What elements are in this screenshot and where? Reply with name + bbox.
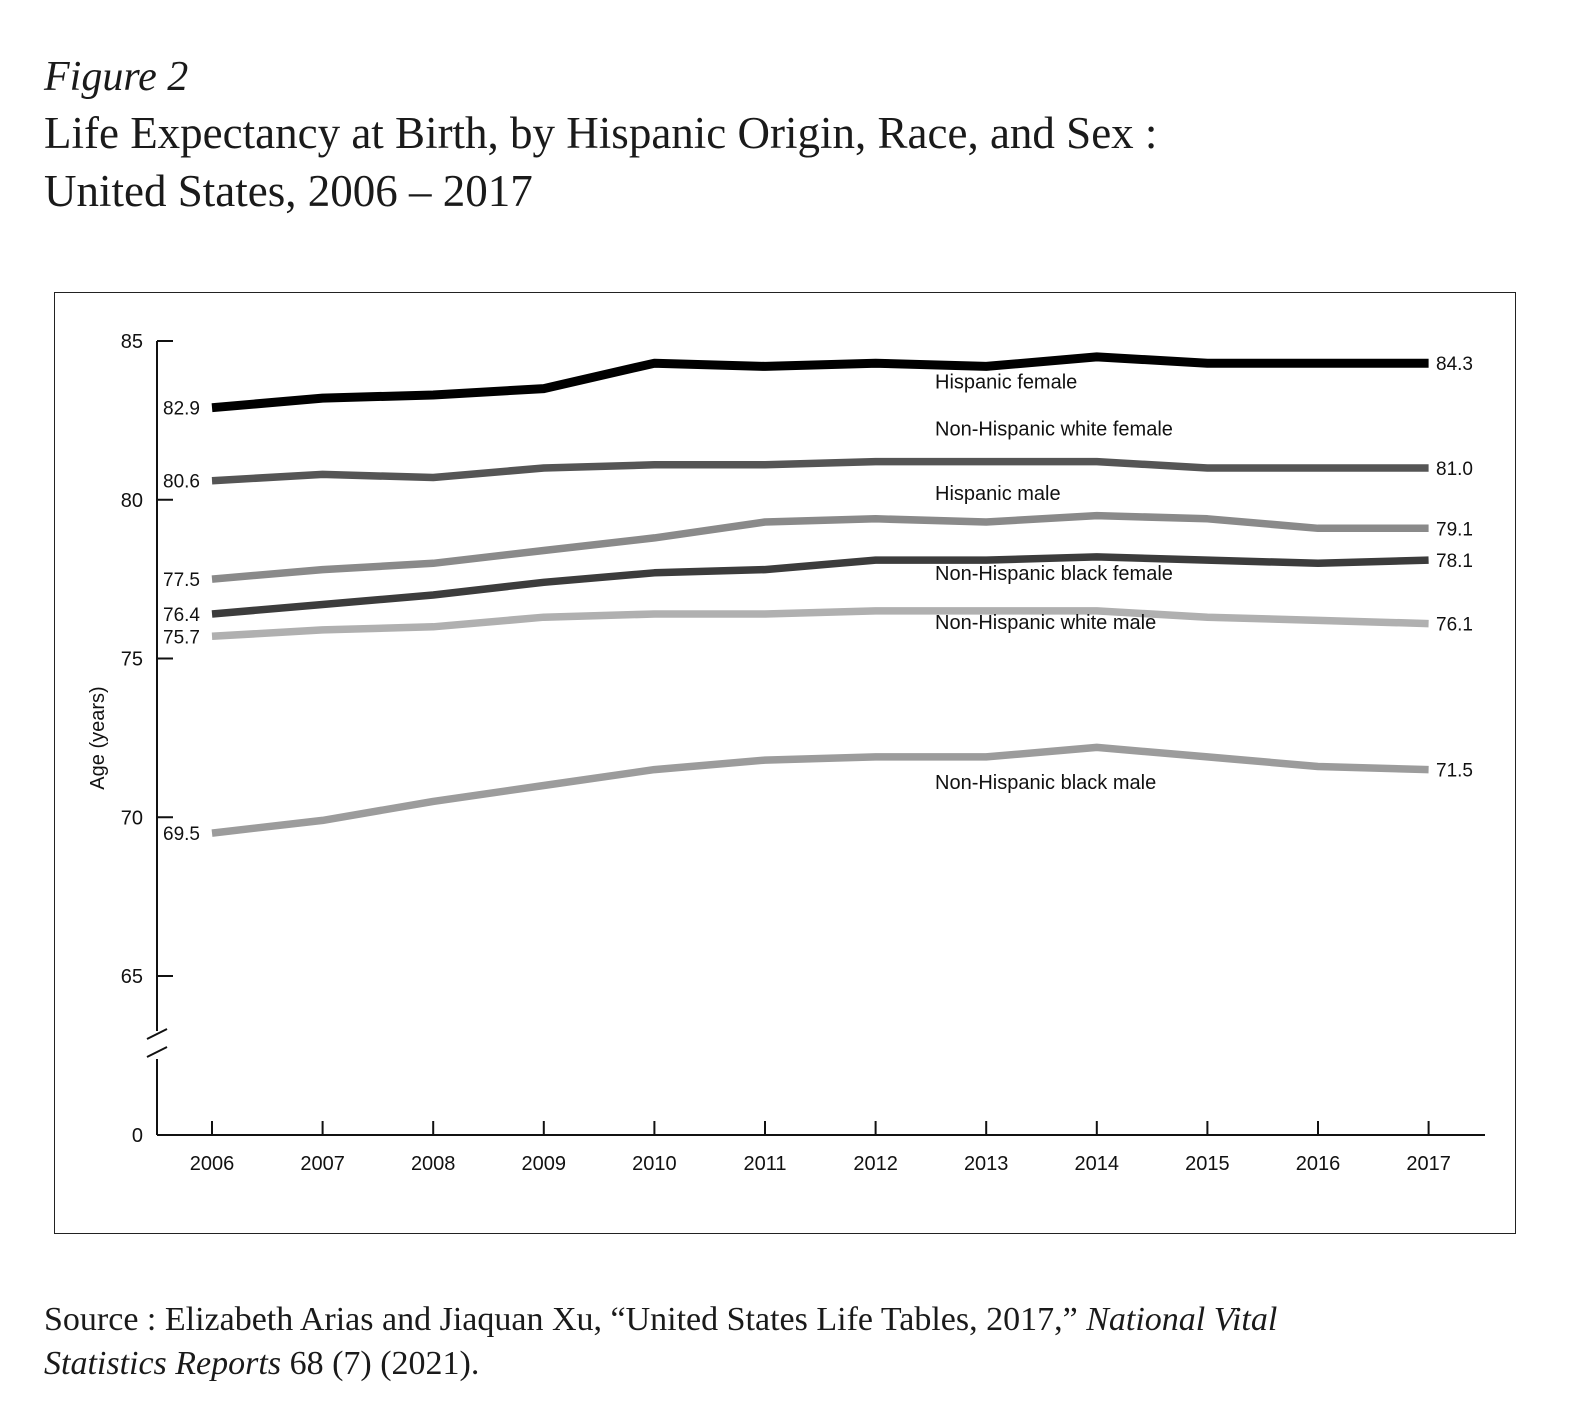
y-tick-label: 70 (121, 807, 143, 829)
figure-title: Life Expectancy at Birth, by Hispanic Or… (44, 104, 1444, 220)
series-name-label: Non-Hispanic white female (935, 419, 1173, 441)
series-start-label: 77.5 (163, 570, 200, 591)
x-tick-label: 2013 (964, 1153, 1009, 1175)
x-tick-label: 2010 (632, 1153, 677, 1175)
life-expectancy-chart: 0 65 70 75 80 85 2006 2007 2008 2009 2010 2011 2012 2… (87, 331, 1485, 1175)
chart-frame: 0 65 70 75 80 85 2006 2007 2008 2009 2010 2011 2012 2… (54, 292, 1516, 1234)
x-tick-label: 2012 (853, 1153, 898, 1175)
x-tick-label: 2008 (411, 1153, 456, 1175)
series-end-label: 76.1 (1436, 615, 1473, 636)
series-start-label: 75.7 (163, 627, 200, 648)
source-citation: Source : Elizabeth Arias and Jiaquan Xu,… (44, 1298, 1524, 1386)
chart-series-labels: 82.9 84.3 Hispanic female 80.6 81.0 Non-Hispa… (163, 354, 1473, 845)
series-end-label: 84.3 (1436, 354, 1473, 375)
series-start-label: 76.4 (163, 605, 200, 626)
series-start-label: 82.9 (163, 399, 200, 420)
series-start-label: 80.6 (163, 472, 200, 493)
y-tick-label: 0 (132, 1125, 143, 1147)
figure-title-line-1: Life Expectancy at Birth, by Hispanic Or… (44, 108, 1158, 158)
series-line-4 (211, 607, 1429, 641)
x-tick-label: 2011 (743, 1153, 786, 1175)
y-tick-label: 80 (121, 490, 143, 512)
series-line-0 (211, 352, 1429, 413)
series-name-label: Non-Hispanic white male (935, 612, 1156, 634)
series-end-label: 78.1 (1436, 551, 1473, 572)
series-line-1 (211, 457, 1429, 485)
source-suffix: 68 (7) (2021). (281, 1345, 480, 1382)
y-tick-label: 85 (121, 331, 143, 353)
x-tick-label: 2007 (300, 1153, 345, 1175)
chart-axes: 0 65 70 75 80 85 2006 2007 2008 2009 2010 2011 2012 2… (121, 331, 1485, 1175)
series-name-label: Hispanic male (935, 483, 1061, 505)
chart-series-lines (211, 352, 1429, 837)
series-line-5 (211, 743, 1429, 837)
x-tick-label: 2017 (1406, 1153, 1451, 1175)
source-prefix: Source : Elizabeth Arias and Jiaquan Xu,… (44, 1301, 1087, 1338)
source-journal-part-2: Statistics Reports (44, 1345, 282, 1382)
figure-label: Figure 2 (44, 54, 189, 100)
x-tick-label: 2006 (190, 1153, 235, 1175)
x-tick-label: 2016 (1296, 1153, 1341, 1175)
series-end-label: 79.1 (1436, 519, 1473, 540)
y-axis-label: Age (years) (87, 686, 109, 789)
y-tick-label: 75 (121, 649, 143, 671)
series-end-label: 71.5 (1436, 761, 1473, 782)
series-start-label: 69.5 (163, 824, 200, 845)
y-axis-break-mark (146, 1046, 168, 1058)
figure-title-line-2: United States, 2006 – 2017 (44, 166, 533, 216)
series-name-label: Non-Hispanic black male (935, 772, 1156, 794)
series-line-3 (211, 553, 1429, 618)
y-tick-label: 65 (121, 966, 143, 988)
x-tick-label: 2009 (522, 1153, 567, 1175)
x-tick-label: 2015 (1185, 1153, 1230, 1175)
x-tick-label: 2014 (1075, 1153, 1120, 1175)
series-name-label: Hispanic female (935, 371, 1077, 393)
y-axis-break-mark (146, 1028, 168, 1040)
series-name-label: Non-Hispanic black female (935, 563, 1173, 585)
series-line-2 (211, 511, 1429, 583)
source-journal-part-1: National Vital (1086, 1301, 1278, 1338)
series-end-label: 81.0 (1436, 459, 1473, 480)
